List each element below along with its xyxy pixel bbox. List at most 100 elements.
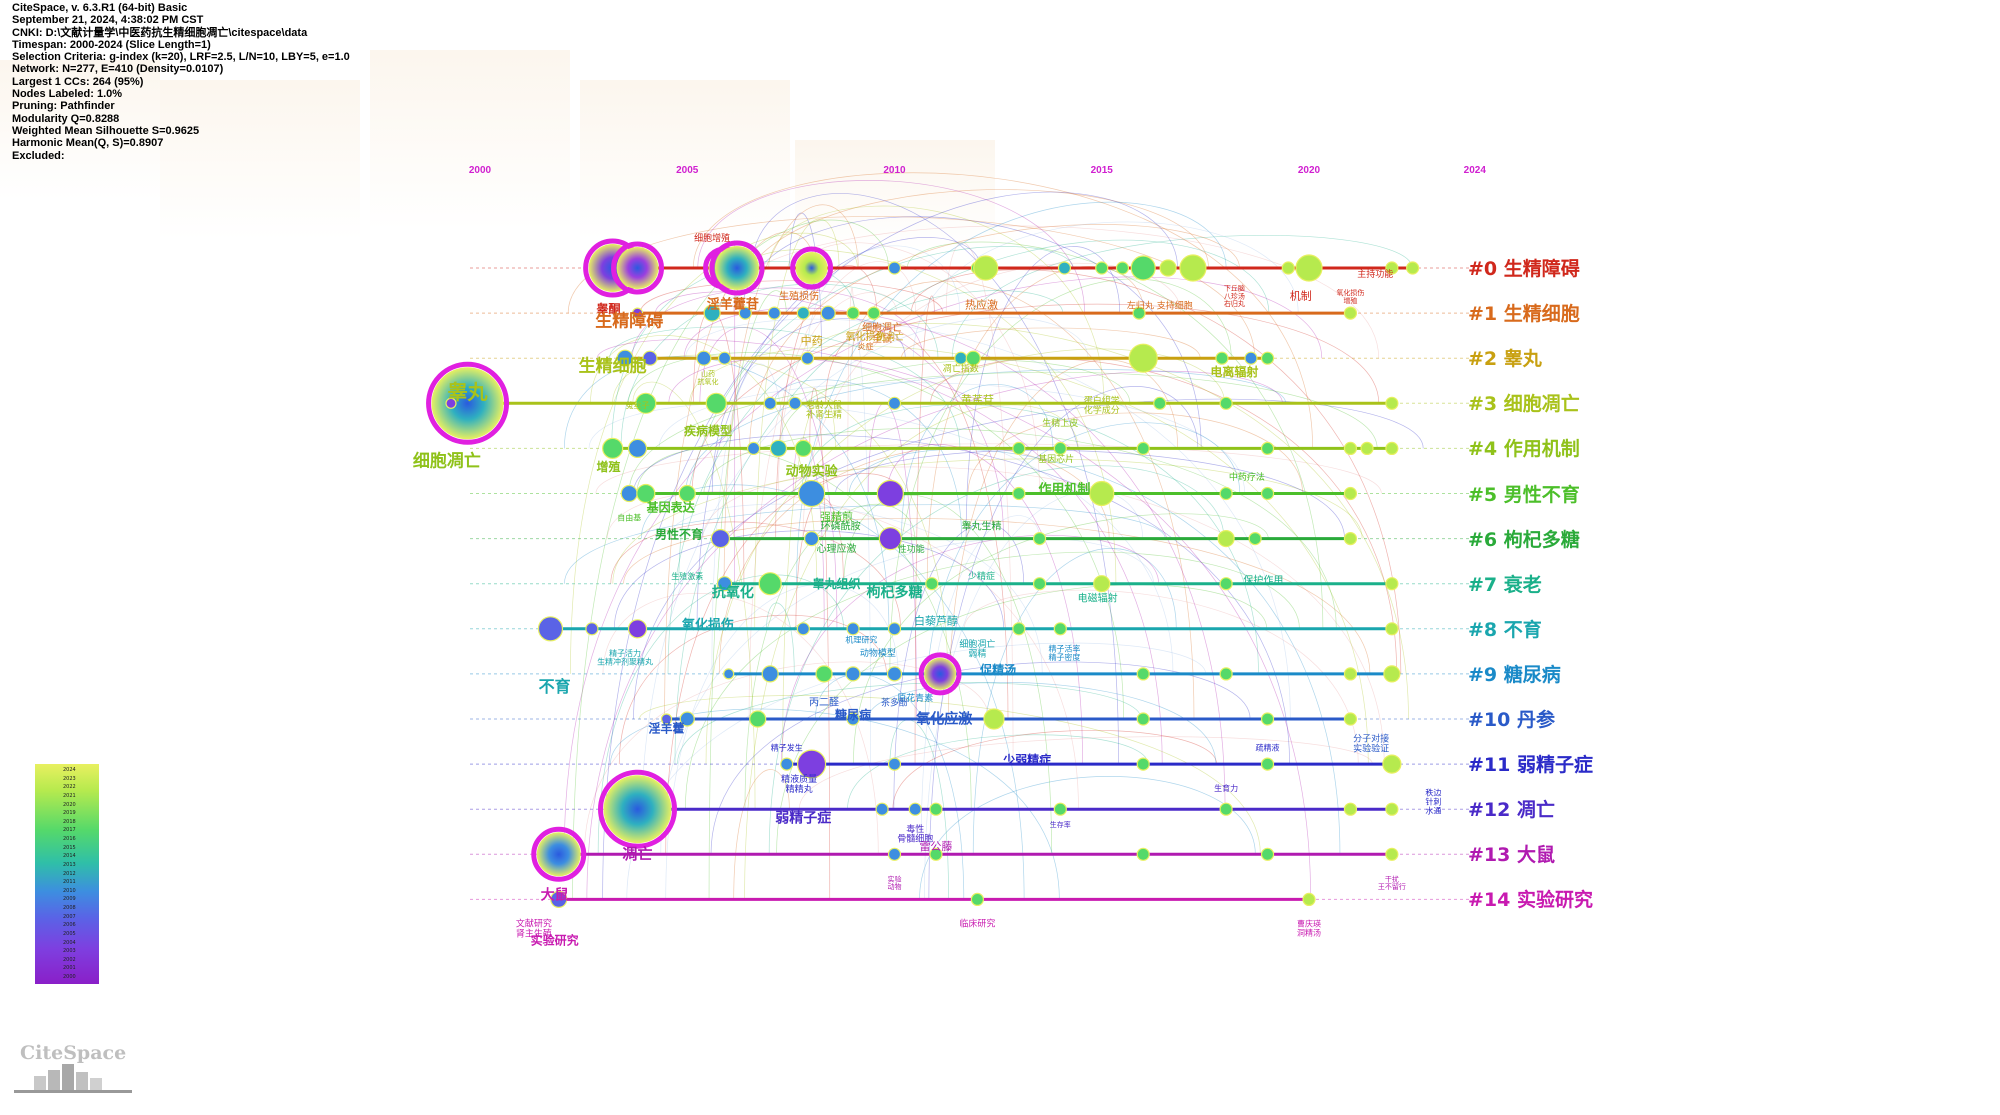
- cluster-row-14[interactable]: [470, 890, 1475, 909]
- keyword-node[interactable]: [983, 708, 1005, 730]
- keyword-node[interactable]: [767, 306, 781, 320]
- cluster-label-2[interactable]: #2 睾丸: [1468, 348, 1542, 371]
- keyword-node[interactable]: [788, 396, 802, 410]
- keyword-node[interactable]: [1385, 622, 1399, 636]
- keyword-node[interactable]: [796, 622, 810, 636]
- cluster-label-5[interactable]: #5 男性不育: [1468, 483, 1580, 506]
- keyword-node[interactable]: [738, 306, 752, 320]
- keyword-node[interactable]: [1385, 847, 1399, 861]
- keyword-node[interactable]: [1295, 254, 1323, 282]
- keyword-node[interactable]: [1136, 757, 1150, 771]
- keyword-node[interactable]: [1260, 757, 1275, 771]
- keyword-node[interactable]: [1343, 306, 1358, 320]
- keyword-node[interactable]: [616, 349, 634, 367]
- keyword-node[interactable]: [1057, 261, 1072, 275]
- keyword-node[interactable]: [1219, 486, 1233, 501]
- keyword-node[interactable]: [1343, 531, 1358, 546]
- keyword-node[interactable]: [1260, 847, 1275, 861]
- cluster-row-12[interactable]: [470, 769, 1475, 849]
- keyword-node[interactable]: [627, 438, 648, 458]
- keyword-node[interactable]: [886, 666, 903, 682]
- keyword-node[interactable]: [537, 616, 564, 642]
- keyword-node[interactable]: [536, 832, 581, 877]
- keyword-node[interactable]: [1260, 441, 1275, 455]
- keyword-node[interactable]: [716, 576, 733, 592]
- keyword-node[interactable]: [1215, 351, 1229, 365]
- keyword-node[interactable]: [1115, 261, 1130, 275]
- keyword-node[interactable]: [1095, 261, 1109, 275]
- keyword-node[interactable]: [929, 847, 943, 861]
- keyword-node[interactable]: [970, 892, 985, 907]
- keyword-node[interactable]: [703, 304, 721, 322]
- keyword-node[interactable]: [1053, 441, 1067, 455]
- cluster-row-1[interactable]: [470, 304, 1475, 322]
- keyword-node[interactable]: [1032, 531, 1047, 546]
- cluster-label-7[interactable]: #7 衰老: [1468, 573, 1542, 596]
- keyword-node[interactable]: [445, 397, 457, 409]
- keyword-node[interactable]: [763, 396, 777, 410]
- keyword-node[interactable]: [1360, 441, 1374, 455]
- keyword-node[interactable]: [1343, 486, 1358, 501]
- keyword-node[interactable]: [769, 439, 788, 457]
- keyword-node[interactable]: [717, 351, 732, 365]
- keyword-node[interactable]: [1406, 261, 1420, 275]
- keyword-node[interactable]: [1128, 343, 1158, 373]
- keyword-node[interactable]: [1032, 577, 1047, 591]
- keyword-node[interactable]: [1244, 351, 1258, 365]
- keyword-node[interactable]: [954, 351, 968, 365]
- keyword-node[interactable]: [925, 577, 939, 591]
- cluster-label-12[interactable]: #12 凋亡: [1468, 799, 1555, 822]
- cluster-row-2[interactable]: [470, 343, 1475, 373]
- keyword-node[interactable]: [1153, 396, 1167, 410]
- keyword-node[interactable]: [1385, 441, 1399, 455]
- cluster-label-10[interactable]: #10 丹参: [1468, 709, 1555, 731]
- keyword-node[interactable]: [1281, 261, 1295, 275]
- keyword-node[interactable]: [635, 392, 657, 414]
- keyword-node[interactable]: [794, 439, 812, 457]
- keyword-node[interactable]: [875, 802, 889, 816]
- keyword-node[interactable]: [746, 441, 761, 455]
- keyword-node[interactable]: [846, 306, 860, 320]
- keyword-node[interactable]: [1136, 441, 1150, 455]
- keyword-node[interactable]: [846, 622, 860, 636]
- cluster-row-11[interactable]: [470, 749, 1475, 779]
- keyword-node[interactable]: [887, 622, 902, 636]
- keyword-node[interactable]: [796, 306, 810, 320]
- keyword-node[interactable]: [1130, 255, 1156, 281]
- keyword-node[interactable]: [780, 757, 794, 771]
- keyword-node[interactable]: [1219, 667, 1233, 681]
- keyword-node[interactable]: [887, 757, 902, 771]
- keyword-node[interactable]: [1343, 667, 1358, 681]
- keyword-node[interactable]: [1093, 575, 1111, 593]
- keyword-node[interactable]: [1382, 754, 1402, 774]
- keyword-node[interactable]: [710, 528, 731, 549]
- keyword-node[interactable]: [749, 710, 767, 728]
- cluster-row-13[interactable]: [470, 826, 1475, 882]
- keyword-node[interactable]: [1136, 667, 1150, 681]
- keyword-node[interactable]: [1053, 622, 1067, 636]
- keyword-node[interactable]: [1219, 802, 1233, 816]
- keyword-node[interactable]: [761, 665, 779, 683]
- cluster-row-6[interactable]: [470, 526, 1475, 551]
- keyword-node[interactable]: [797, 479, 826, 508]
- keyword-node[interactable]: [803, 530, 820, 547]
- cluster-row-8[interactable]: [470, 616, 1475, 642]
- keyword-node[interactable]: [1383, 665, 1401, 683]
- keyword-node[interactable]: [1385, 577, 1399, 591]
- keyword-node[interactable]: [1343, 802, 1358, 816]
- cluster-label-14[interactable]: #14 实验研究: [1468, 889, 1593, 912]
- keyword-node[interactable]: [1012, 622, 1026, 636]
- keyword-node[interactable]: [1219, 396, 1233, 410]
- keyword-node[interactable]: [1012, 441, 1026, 455]
- keyword-node[interactable]: [1136, 712, 1150, 726]
- cluster-row-4[interactable]: [470, 437, 1475, 459]
- keyword-node[interactable]: [714, 246, 759, 290]
- keyword-node[interactable]: [929, 802, 943, 816]
- cluster-label-6[interactable]: #6 枸杞多糖: [1468, 528, 1580, 551]
- cluster-label-11[interactable]: #11 弱精子症: [1468, 754, 1593, 777]
- keyword-node[interactable]: [723, 668, 735, 680]
- keyword-node[interactable]: [696, 350, 712, 366]
- keyword-node[interactable]: [973, 255, 999, 281]
- keyword-node[interactable]: [1136, 847, 1150, 861]
